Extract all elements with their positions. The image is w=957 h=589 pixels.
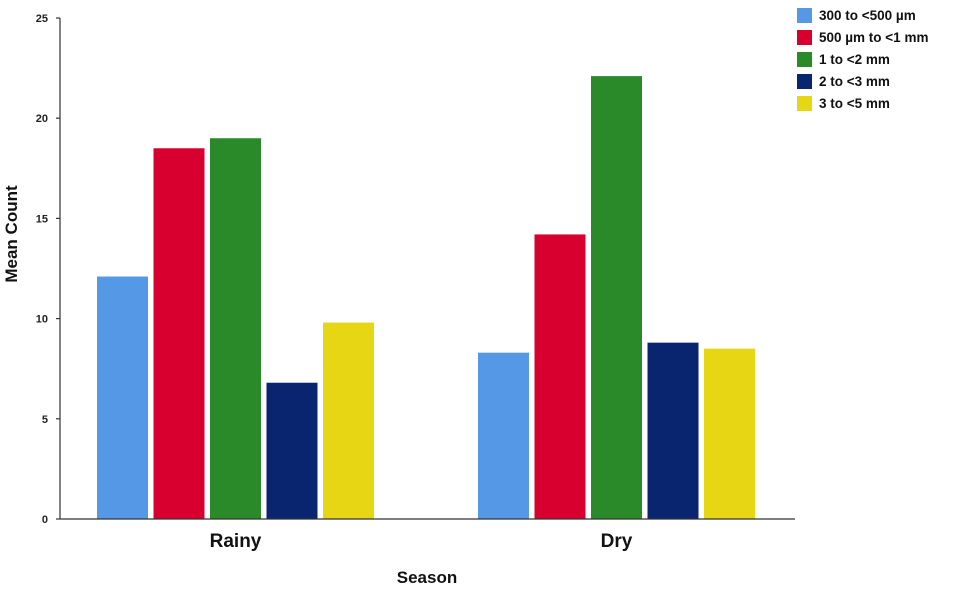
bar-rainy-series-2 <box>153 148 205 519</box>
y-tick-label: 20 <box>36 113 48 125</box>
bar-dry-series-5 <box>704 348 755 519</box>
bar-dry-series-4 <box>647 342 699 519</box>
y-tick-label: 15 <box>36 213 48 225</box>
y-tick-label: 25 <box>36 13 48 25</box>
bar-dry-series-2 <box>534 234 586 519</box>
bar-dry-series-3 <box>591 76 642 519</box>
legend-label-4: 2 to <3 mm <box>819 74 890 89</box>
y-axis-ticks: 0 5 10 15 20 25 <box>36 13 60 526</box>
legend-label-5: 3 to <5 mm <box>819 96 890 111</box>
x-category-label-dry: Dry <box>601 531 633 552</box>
x-axis-categories: Rainy Dry <box>210 531 633 552</box>
bar-rainy-series-4 <box>266 382 318 519</box>
legend-swatch-1 <box>797 8 812 23</box>
bar-dry-series-1 <box>478 352 529 519</box>
legend: 300 to <500 µm 500 µm to <1 mm 1 to <2 mm 2… <box>797 8 928 111</box>
x-category-label-rainy: Rainy <box>210 531 262 552</box>
y-tick-label: 10 <box>36 314 48 326</box>
legend-swatch-2 <box>797 30 812 45</box>
legend-swatch-4 <box>797 74 812 89</box>
y-tick-label: 5 <box>42 414 48 426</box>
legend-label-1: 300 to <500 µm <box>819 8 916 23</box>
bar-rainy-series-5 <box>323 322 374 519</box>
bar-rainy-series-1 <box>97 276 148 519</box>
y-axis-title: Mean Count <box>2 185 21 283</box>
legend-swatch-3 <box>797 52 812 67</box>
legend-label-2: 500 µm to <1 mm <box>819 30 928 45</box>
legend-label-3: 1 to <2 mm <box>819 52 890 67</box>
y-tick-label: 0 <box>42 514 48 526</box>
x-axis-title: Season <box>397 568 457 587</box>
legend-swatch-5 <box>797 96 812 111</box>
bar-rainy-series-3 <box>210 138 261 520</box>
bars <box>97 76 755 520</box>
